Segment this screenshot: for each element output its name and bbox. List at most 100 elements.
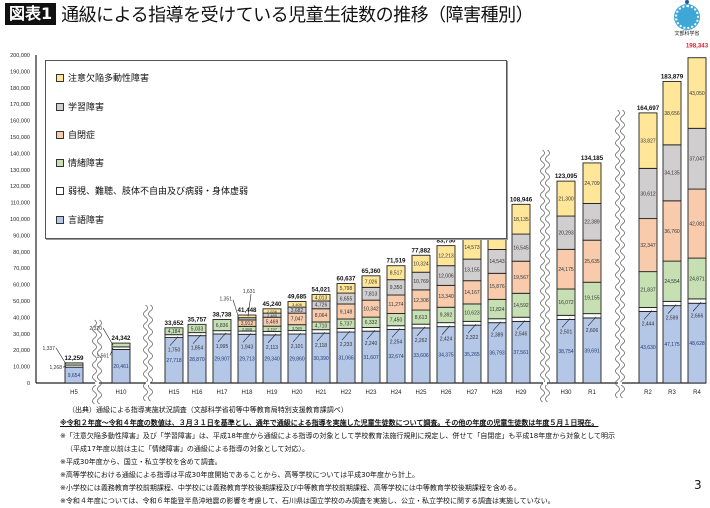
x-tick-label: R3 — [668, 390, 676, 396]
segment-value-label: 27,718 — [166, 358, 182, 364]
total-label: 183,879 — [661, 73, 684, 80]
x-tick-label: H20 — [291, 390, 303, 396]
leader-line — [667, 304, 677, 314]
segment-value-label: 7,047 — [291, 317, 304, 323]
y-tick-label: 50,000 — [13, 299, 30, 305]
total-label: 60,637 — [337, 276, 356, 283]
leader-line — [292, 332, 302, 343]
bar-segment — [111, 342, 131, 348]
segment-value-label: 2,240 — [365, 341, 378, 347]
total-label: 49,685 — [288, 294, 307, 301]
segment-value-label: 19,567 — [513, 275, 529, 281]
segment-value-label: 19,155 — [584, 296, 600, 302]
y-tick-label: 190,000 — [10, 69, 30, 75]
total-label: 108,946 — [510, 196, 533, 203]
page-number: 3 — [694, 478, 702, 492]
segment-value-label: 38,656 — [664, 111, 680, 117]
y-tick-label: 100,000 — [10, 217, 30, 223]
leader-line — [561, 318, 571, 328]
bar-segment — [487, 318, 507, 324]
bar-segment — [436, 245, 456, 267]
segment-value-label: 4,726 — [315, 303, 328, 309]
segment-value-label: 1,631 — [243, 289, 256, 295]
leader-line — [247, 293, 252, 317]
segment-value-label: 3,682 — [291, 308, 304, 314]
segment-value-label: 25,635 — [584, 259, 600, 265]
segment-value-label: 2,898 — [242, 327, 253, 332]
segment-value-label: 10,342 — [363, 306, 379, 312]
leader-line — [416, 326, 426, 337]
segment-value-label: 9,392 — [440, 313, 453, 319]
y-tick-label: 170,000 — [10, 102, 30, 108]
segment-value-label: 1,750 — [168, 348, 181, 354]
segment-value-label: 6,836 — [216, 323, 229, 329]
segment-value-label: 12,006 — [438, 273, 454, 279]
axis-break-mark — [97, 319, 102, 405]
leader-line — [109, 348, 114, 356]
x-tick-label: H26 — [440, 390, 452, 396]
bar-segment — [164, 327, 184, 336]
segment-value-label: 9,654 — [68, 373, 81, 379]
source-note: （出典）通級による指導実施状況調査（文部科学省初等中等教育局特別支援教育課調べ） — [68, 406, 348, 414]
total-label: 41,448 — [238, 307, 257, 314]
segment-value-label: 6,655 — [340, 296, 353, 302]
leader-line — [242, 333, 252, 343]
segment-value-label: 2,636 — [267, 309, 278, 314]
segment-value-label: 3,589 — [292, 325, 303, 330]
segment-value-label: 29,907 — [214, 356, 230, 362]
bar-segment — [462, 320, 482, 326]
segment-value-label: 6,332 — [365, 320, 378, 326]
segment-value-label: 37,561 — [513, 350, 529, 356]
axis-break-mark — [615, 109, 620, 399]
segment-value-label: 14,167 — [464, 290, 480, 296]
leader-line — [492, 321, 502, 331]
x-tick-label: H10 — [115, 390, 127, 396]
bar-segment — [287, 301, 307, 308]
bar-segment — [262, 308, 282, 314]
bar-segment — [212, 330, 232, 335]
segment-value-label: 36,793 — [489, 351, 505, 357]
bar-segment — [556, 314, 576, 320]
total-label: 24,342 — [112, 335, 131, 342]
bar-segment — [361, 275, 381, 288]
legend-swatch — [56, 130, 64, 139]
segment-value-label: 21,837 — [640, 287, 656, 293]
segment-value-label: 2,101 — [291, 344, 304, 350]
total-label: 38,738 — [213, 311, 232, 318]
segment-value-label: 11,824 — [490, 307, 505, 313]
bar-segment — [187, 323, 207, 334]
segment-value-label: 1,561 — [96, 353, 109, 359]
bar-segment — [237, 330, 257, 335]
bar-segment — [361, 327, 381, 332]
segment-value-label: 10,324 — [413, 262, 429, 268]
axis-break-gap — [95, 382, 99, 385]
leader-line — [692, 302, 702, 312]
segment-value-label: 2,262 — [415, 338, 428, 344]
leader-line — [467, 323, 477, 334]
segment-value-label: 39,691 — [584, 348, 600, 354]
segment-value-label: 1,943 — [241, 344, 254, 350]
leader-line — [516, 320, 526, 330]
segment-value-label: 48,628 — [689, 341, 705, 347]
y-tick-label: 20,000 — [13, 348, 30, 354]
leader-line — [316, 331, 326, 342]
bar-segment — [336, 283, 356, 294]
segment-value-label: 5,737 — [340, 321, 353, 327]
segment-value-label: 5,469 — [266, 319, 279, 325]
segment-value-label: 42,081 — [689, 221, 705, 227]
bar-segment — [411, 323, 431, 329]
segment-value-label: 2,546 — [515, 331, 528, 337]
axis-break-mark — [545, 149, 550, 403]
segment-value-label: 20,461 — [113, 364, 129, 370]
bar-segment — [311, 329, 331, 334]
segment-value-label: 47,175 — [664, 342, 680, 348]
segment-value-label: 5,798 — [340, 286, 353, 292]
x-tick-label: R2 — [644, 390, 652, 396]
segment-value-label: 20,293 — [558, 230, 574, 236]
segment-value-label: 9,350 — [390, 285, 403, 291]
segment-value-label: 4,710 — [315, 324, 328, 330]
segment-value-label: 7,026 — [365, 279, 378, 285]
segment-value-label: 31,066 — [338, 355, 354, 361]
leader-line — [643, 310, 653, 320]
segment-value-label: 8,064 — [315, 313, 328, 319]
